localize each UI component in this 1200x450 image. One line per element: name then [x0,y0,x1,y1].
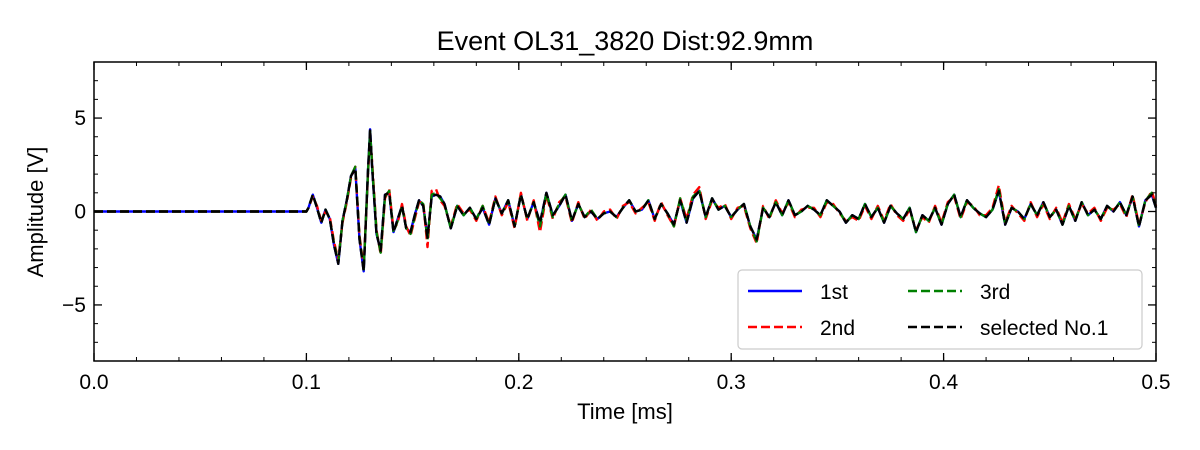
y-tick-label: −5 [62,294,86,317]
axis-ticks: 0.0 0.1 0.2 0.3 0.4 0.5 −5 0 5 [62,61,1171,394]
chart-title: Event OL31_3820 Dist:92.9mm [437,26,814,56]
y-tick-label: 5 [74,107,86,130]
x-axis-label: Time [ms] [577,399,673,424]
x-tick-label: 0.0 [79,371,108,394]
x-tick-label: 0.5 [1141,371,1170,394]
legend: 1st 2nd 3rd selected No.1 [737,269,1143,350]
y-tick-label: 0 [74,201,86,224]
plot-area [94,128,1158,273]
legend-label-3rd: 3rd [980,281,1010,304]
y-axis-label: Amplitude [V] [23,147,48,278]
series-line-selected-no-1 [94,128,1158,273]
legend-box [737,269,1143,350]
x-tick-label: 0.1 [292,371,321,394]
legend-label-2nd: 2nd [820,317,855,340]
legend-label-selected-no-1: selected No.1 [980,317,1108,340]
x-tick-label: 0.3 [717,371,746,394]
x-tick-label: 0.4 [929,371,959,394]
series-line-2nd [94,133,1158,269]
x-tick-label: 0.2 [504,371,533,394]
legend-label-1st: 1st [820,281,848,304]
